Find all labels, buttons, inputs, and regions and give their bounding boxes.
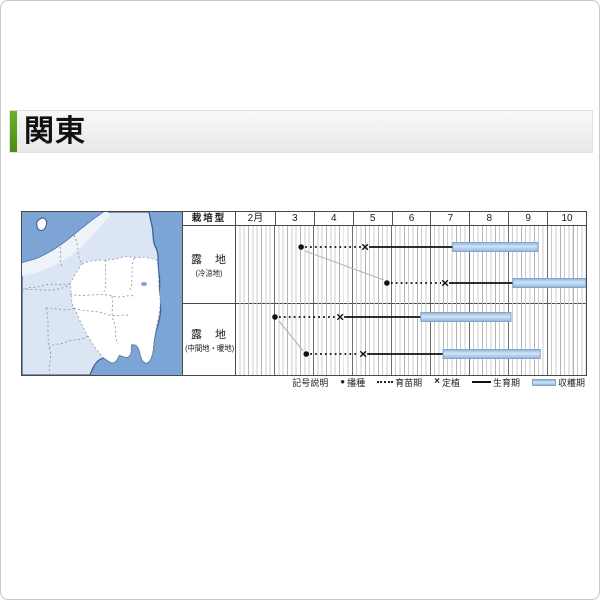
kanto-region — [69, 256, 161, 364]
month-label-7: 7 — [430, 212, 469, 225]
legend-title: 記号説明 — [292, 377, 329, 388]
month-label-4: 4 — [313, 212, 353, 225]
month-label-6: 6 — [391, 212, 431, 225]
planting-calendar-chart: 栽培型 露 地 (冷涼地) 露 地 (中間地・暖地) 2月 3 4 5 6 7 8 9 10 — [21, 211, 587, 376]
legend-item-transplant-x: × 定植 — [434, 376, 460, 389]
kanto-map — [22, 212, 183, 375]
cultivation-type-row-1: 露 地 (中間地・暖地) — [183, 304, 235, 375]
type-column — [183, 212, 236, 375]
month-label-3: 3 — [274, 212, 314, 225]
lake — [141, 282, 147, 286]
legend-item-solid-line: 生育期 — [471, 376, 520, 389]
solid-line-icon — [471, 381, 491, 383]
island — [36, 217, 48, 232]
month-label-8: 8 — [469, 212, 508, 225]
month-label-2: 2月 — [247, 213, 264, 224]
legend-item-label: 定植 — [441, 377, 460, 388]
month-label-10: 10 — [547, 212, 586, 225]
chart-legend: 記号説明 ● 播種 育苗期 × 定植 生育期 収穫期 — [21, 375, 585, 389]
legend-item-label: 播種 — [347, 377, 366, 388]
sow-dot-icon: ● — [340, 377, 346, 386]
legend-item-label: 収穫期 — [557, 377, 585, 388]
row-label: 露 地 — [191, 253, 227, 266]
legend-item-dotted-line: 育苗期 — [377, 376, 422, 389]
row-sublabel: (中間地・暖地) — [185, 343, 235, 353]
green-accent-bar — [10, 111, 17, 152]
legend-item-label: 生育期 — [492, 377, 520, 388]
transplant-x-icon: × — [434, 376, 440, 387]
header-underline — [183, 225, 586, 226]
legend-item-label: 育苗期 — [395, 377, 423, 388]
page-title: 関東 — [24, 115, 86, 148]
row-sublabel: (冷涼地) — [195, 268, 223, 278]
harvest-bar-icon — [531, 378, 556, 386]
section-header: 関東 — [9, 110, 593, 153]
legend-item-harvest-bar: 収穫期 — [531, 376, 585, 389]
row-label: 露 地 — [191, 328, 227, 341]
prefecture-borders — [22, 212, 135, 375]
month-label-9: 9 — [508, 212, 547, 225]
cultivation-type-row-0: 露 地 (冷涼地) — [183, 226, 235, 303]
month-axis: 2月 3 4 5 6 7 8 9 10 — [236, 212, 586, 225]
calendar-grid — [236, 226, 586, 375]
type-column-header: 栽培型 — [191, 213, 227, 224]
kanto-map-svg — [22, 212, 182, 375]
coastal-band — [22, 212, 110, 276]
legend-item-sow-dot: ● 播種 — [340, 376, 365, 389]
month-label-5: 5 — [352, 212, 392, 225]
dotted-line-icon — [377, 381, 394, 383]
